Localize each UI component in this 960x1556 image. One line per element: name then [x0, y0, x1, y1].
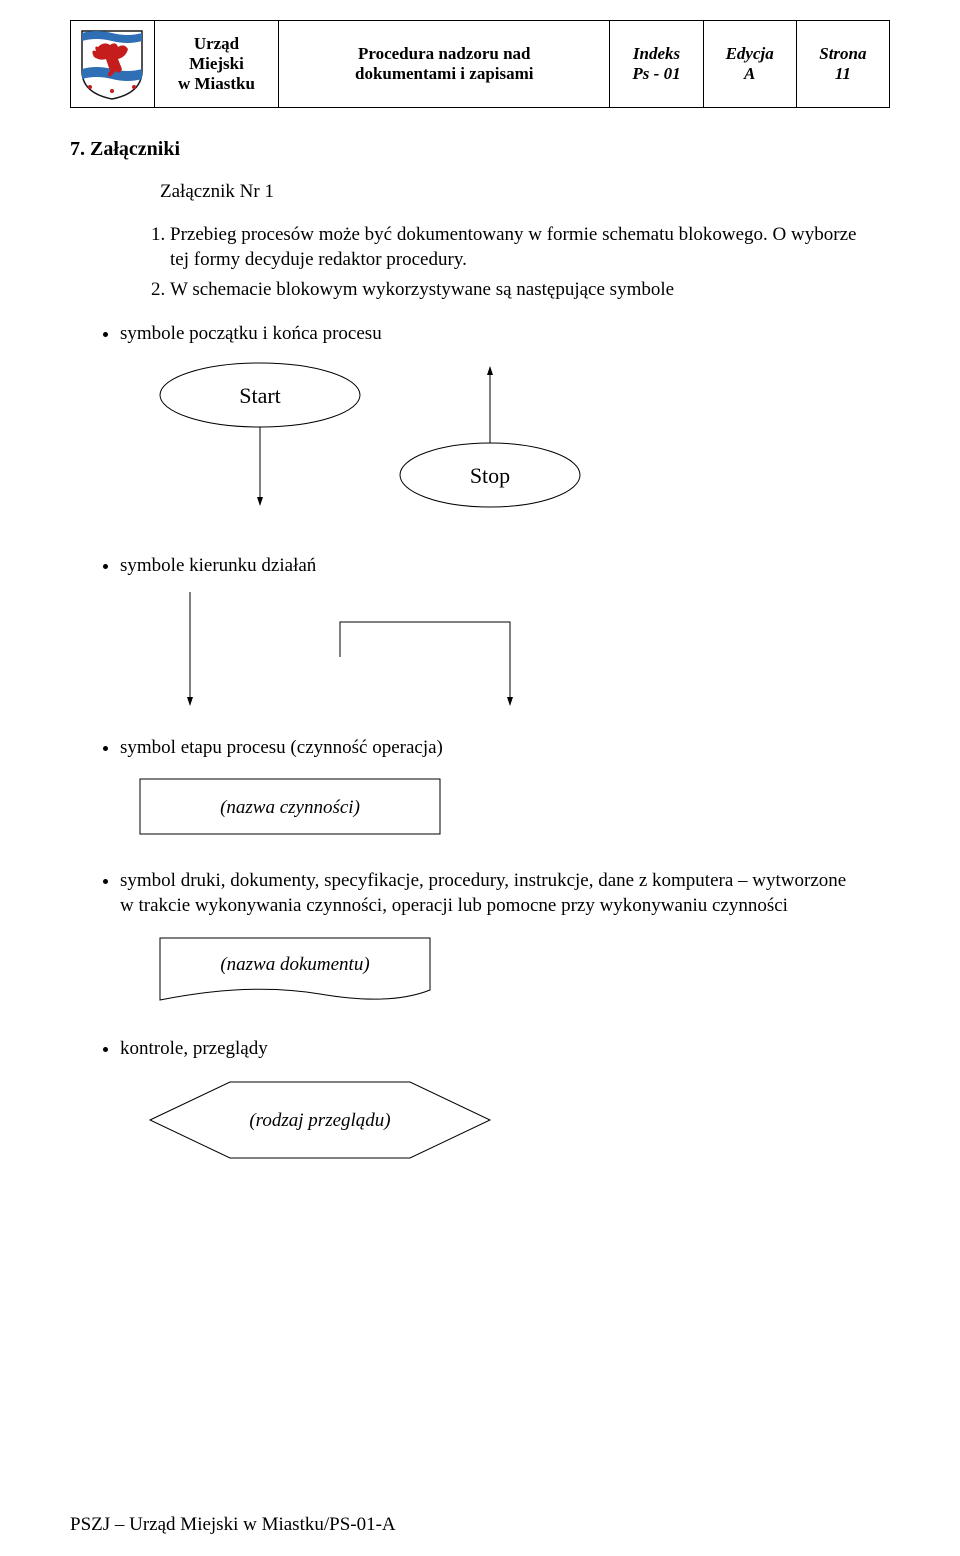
bullet-direction: symbole kierunku działań — [120, 555, 890, 577]
index-cell: Indeks Ps - 01 — [610, 21, 703, 108]
bullet-documents: symbol druki, dokumenty, specyfikacje, p… — [120, 869, 890, 918]
procedure-title-cell: Procedura nadzoru nad dokumentami i zapi… — [279, 21, 610, 108]
edition-cell: Edycja A — [703, 21, 796, 108]
index-label: Indeks — [633, 44, 680, 63]
proc-line2: dokumentami i zapisami — [355, 64, 534, 83]
page-cell: Strona 11 — [796, 21, 889, 108]
proc-line1: Procedura nadzoru nad — [358, 44, 531, 63]
org-name-cell: Urząd Miejski w Miastku — [154, 21, 278, 108]
bullet-list: symbole początku i końca procesu — [120, 323, 890, 345]
document-header-table: Urząd Miejski w Miastku Procedura nadzor… — [70, 20, 890, 108]
document-symbol-diagram: (nazwa dokumentu) — [90, 928, 890, 1018]
attachment-label: Załącznik Nr 1 — [160, 181, 890, 203]
stop-label: Stop — [470, 463, 510, 488]
list-item: W schemacie blokowym wykorzystywane są n… — [170, 278, 890, 303]
bullet-list: symbol etapu procesu (czynność operacja) — [120, 737, 890, 759]
edition-value: A — [744, 64, 755, 83]
bullet-list: kontrole, przeglądy — [120, 1038, 890, 1060]
page-label: Strona — [819, 44, 866, 63]
bullet-start-stop: symbole początku i końca procesu — [120, 323, 890, 345]
logo-cell — [71, 21, 155, 108]
bullet-controls: kontrole, przeglądy — [120, 1038, 890, 1060]
org-line1: Urząd — [194, 34, 239, 53]
page-value: 11 — [835, 64, 851, 83]
start-label: Start — [239, 383, 281, 408]
review-label: (rodzaj przeglądu) — [249, 1110, 390, 1131]
org-line2: Miejski — [189, 54, 244, 73]
review-symbol-diagram: (rodzaj przeglądu) — [90, 1070, 890, 1170]
numbered-list: Przebieg procesów może być dokumentowany… — [170, 223, 890, 303]
activity-label: (nazwa czynności) — [220, 797, 360, 818]
bullet-list: symbol druki, dokumenty, specyfikacje, p… — [120, 869, 890, 918]
org-line3: w Miastku — [178, 74, 255, 93]
bullet-list: symbole kierunku działań — [120, 555, 890, 577]
list-item: Przebieg procesów może być dokumentowany… — [170, 223, 890, 272]
edition-label: Edycja — [726, 44, 774, 63]
process-step-diagram: (nazwa czynności) — [90, 769, 890, 849]
index-value: Ps - 01 — [632, 64, 680, 83]
section-heading: 7. Załączniki — [70, 138, 890, 161]
footer-text: PSZJ – Urząd Miejski w Miastku/PS-01-A — [70, 1514, 396, 1536]
bullet-process-step: symbol etapu procesu (czynność operacja) — [120, 737, 890, 759]
document-label: (nazwa dokumentu) — [220, 954, 369, 975]
direction-diagram — [90, 587, 890, 717]
coat-of-arms-icon — [76, 27, 148, 101]
start-stop-diagram: Start Stop — [90, 355, 890, 535]
